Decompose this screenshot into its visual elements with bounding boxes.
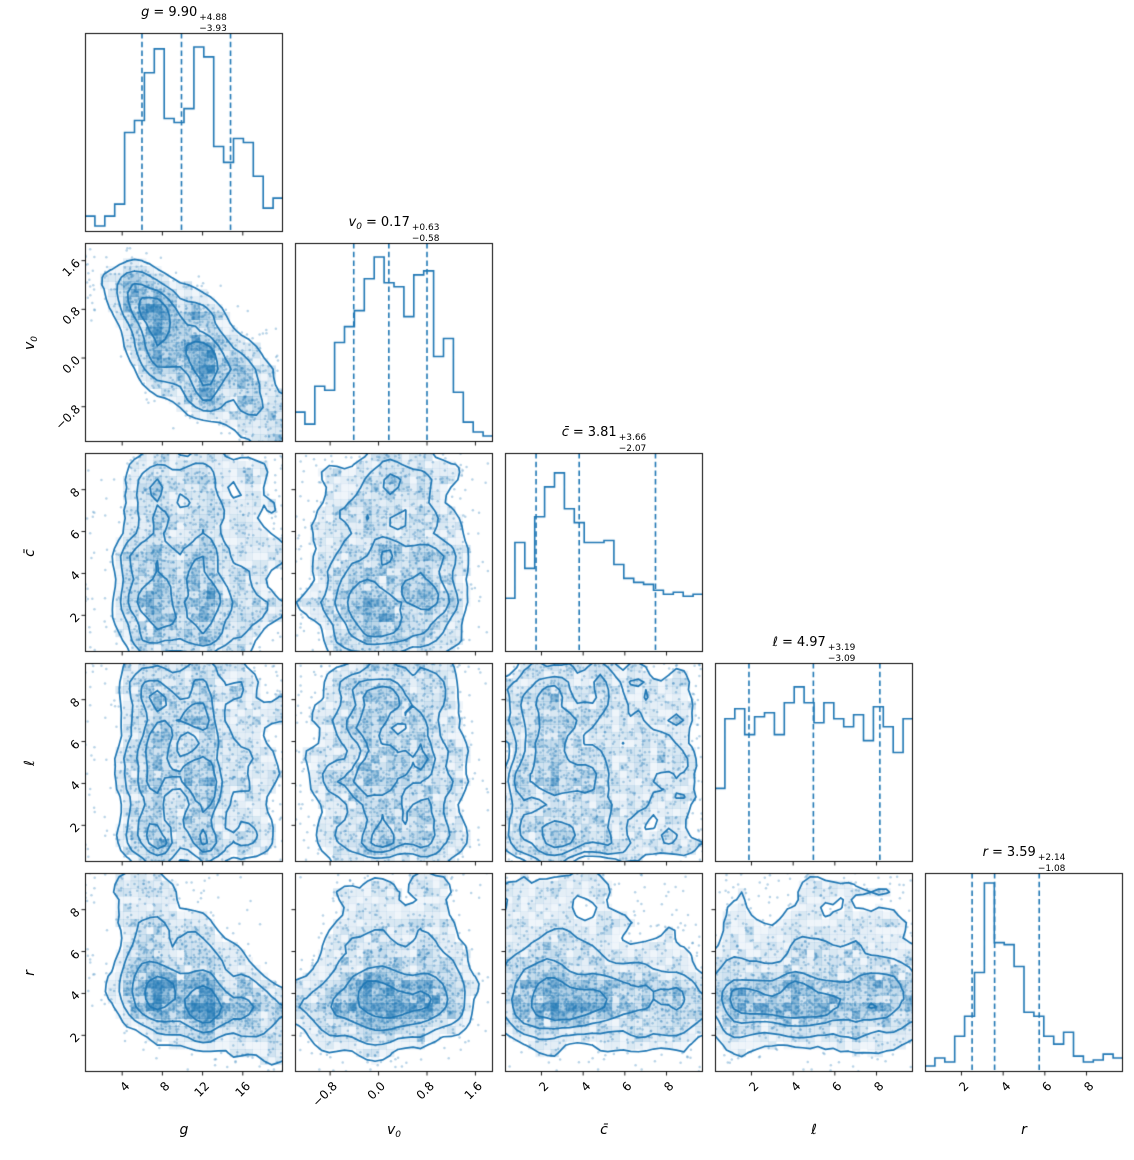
y-axis-label-r: r [22,970,40,976]
param-symbol: r [1021,1122,1027,1138]
title-cbar: c̄ = 3.81 +3.66 −2.07 [561,425,647,454]
param-symbol: c̄ [600,1122,608,1138]
title-g: g = 9.90 +4.88 −3.93 [141,5,227,34]
x-axis-label-r: r [925,1122,1123,1140]
title-v0: v0 = 0.17 +0.63 −0.58 [348,215,440,244]
y-axis-label-ell: ℓ [22,760,40,766]
param-symbol: v0 [386,1122,402,1140]
title-ell: ℓ = 4.97 +3.19 −3.09 [772,635,856,664]
param-symbol: c̄ [22,548,38,557]
title-r: r = 3.59 +2.14 −1.08 [982,845,1066,874]
param-symbol: ℓ [811,1122,817,1138]
x-axis-label-g: g [85,1122,283,1140]
x-axis-label-ell: ℓ [715,1122,913,1140]
x-axis-label-v0: v0 [295,1122,493,1140]
param-symbol: g [179,1122,189,1138]
param-symbol: r [982,845,988,860]
uncertainty-stack: +2.14 −1.08 [1037,853,1066,874]
param-symbol: r [22,969,38,976]
param-symbol: g [141,5,150,20]
y-axis-label-cbar: c̄ [22,549,40,557]
y-axis-label-v0: v0 [22,335,40,349]
uncertainty-stack: +3.19 −3.09 [827,643,856,664]
param-symbol: ℓ [22,759,38,766]
param-symbol: v0 [22,335,40,350]
uncertainty-stack: +4.88 −3.93 [199,13,227,34]
uncertainty-stack: +3.66 −2.07 [618,433,647,454]
param-symbol: v0 [348,215,362,232]
x-axis-label-cbar: c̄ [505,1122,703,1140]
param-symbol: c̄ [561,425,569,440]
uncertainty-stack: +0.63 −0.58 [411,223,440,244]
param-symbol: ℓ [772,635,778,650]
